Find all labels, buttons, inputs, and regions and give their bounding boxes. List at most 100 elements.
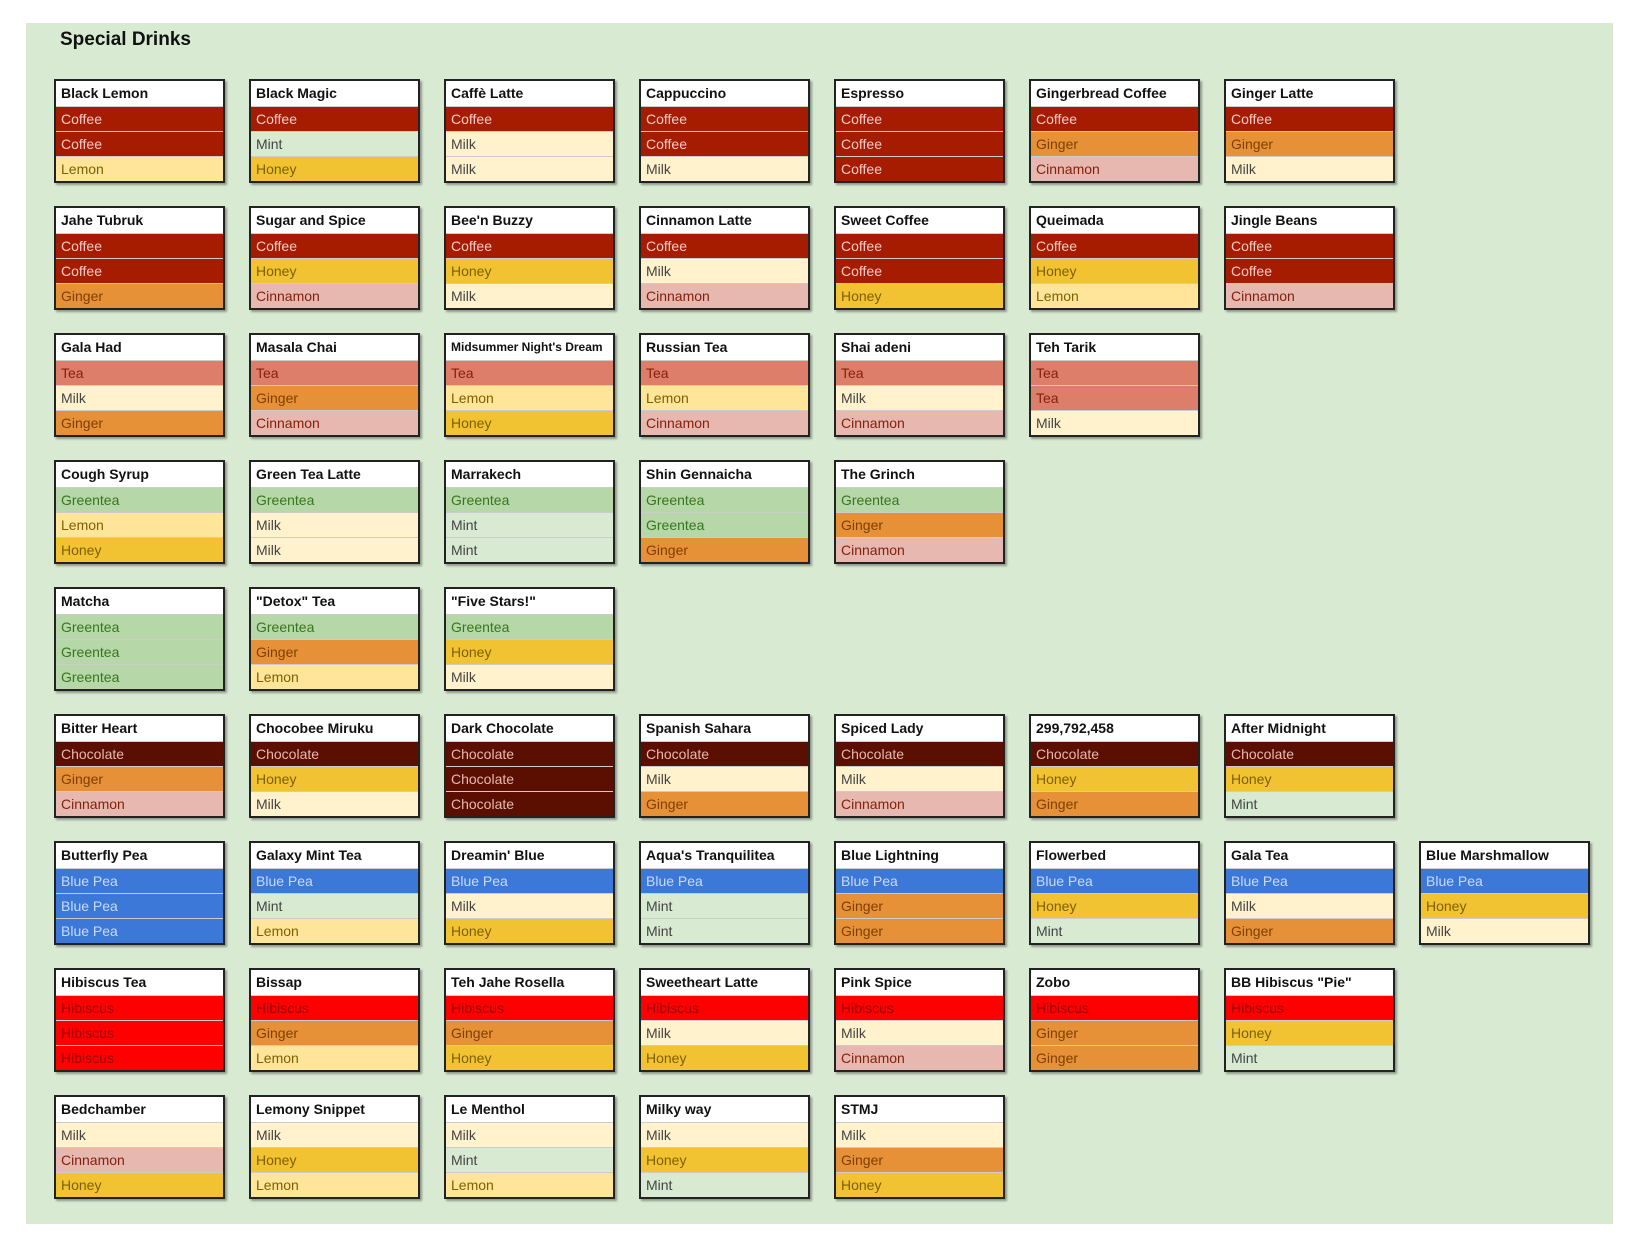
drink-card: Bedchamber Milk Cinnamon Honey [54,1095,225,1199]
drink-name: Hibiscus Tea [61,974,147,990]
ingredient: Honey [641,1147,808,1172]
drink-card: Butterfly Pea Blue Pea Blue Pea Blue Pea [54,841,225,945]
drink-card: Hibiscus Tea Hibiscus Hibiscus Hibiscus [54,968,225,1072]
ingredient: Milk [446,1122,613,1147]
ingredient: Greentea [251,487,418,512]
drink-name: Pink Spice [841,974,912,990]
drink-card: STMJ Milk Ginger Honey [834,1095,1005,1199]
drink-card: Ginger Latte Coffee Ginger Milk [1224,79,1395,183]
ingredient: Milk [1421,918,1588,943]
drink-card: Dreamin' Blue Blue Pea Milk Honey [444,841,615,945]
drink-name: Galaxy Mint Tea [256,847,362,863]
ingredient: Ginger [836,512,1003,537]
ingredient: Milk [836,385,1003,410]
ingredient: Chocolate [446,741,613,766]
ingredient: Cinnamon [251,410,418,435]
ingredient: Coffee [56,233,223,258]
ingredient: Mint [1031,918,1198,943]
ingredient: Mint [251,893,418,918]
ingredient: Honey [1226,766,1393,791]
ingredient: Honey [446,410,613,435]
ingredient: Coffee [251,233,418,258]
drink-card: Gala Had Tea Milk Ginger [54,333,225,437]
drink-name: Aqua's Tranquilitea [646,847,775,863]
drink-name: Gala Had [61,339,122,355]
ingredient: Coffee [836,131,1003,156]
ingredient: Honey [446,639,613,664]
ingredient: Chocolate [446,791,613,816]
ingredient: Cinnamon [836,537,1003,562]
ingredient: Mint [1226,1045,1393,1070]
drink-name: Sweet Coffee [841,212,929,228]
drink-name: Green Tea Latte [256,466,361,482]
ingredient: Honey [836,283,1003,308]
drink-card: Cough Syrup Greentea Lemon Honey [54,460,225,564]
ingredient: Blue Pea [446,868,613,893]
ingredient: Hibiscus [56,1020,223,1045]
ingredient: Greentea [56,614,223,639]
ingredient: Ginger [836,918,1003,943]
ingredient: Tea [1031,360,1198,385]
drink-name: Flowerbed [1036,847,1107,863]
ingredient: Honey [446,1045,613,1070]
drink-card: "Detox" Tea Greentea Ginger Lemon [249,587,420,691]
ingredient: Ginger [1031,1045,1198,1070]
drink-name: Cappuccino [646,85,727,101]
ingredient: Chocolate [1031,741,1198,766]
ingredient: Mint [641,918,808,943]
ingredient: Coffee [56,131,223,156]
ingredient: Cinnamon [836,791,1003,816]
drink-card: Bee'n Buzzy Coffee Honey Milk [444,206,615,310]
ingredient: Ginger [641,537,808,562]
ingredient: Coffee [836,233,1003,258]
ingredient: Blue Pea [836,868,1003,893]
ingredient: Blue Pea [641,868,808,893]
ingredient: Honey [1226,1020,1393,1045]
ingredient: Ginger [56,766,223,791]
drink-card: Black Lemon Coffee Coffee Lemon [54,79,225,183]
ingredient: Cinnamon [641,410,808,435]
ingredient: Ginger [251,385,418,410]
panel: Special Drinks Black Lemon Coffee Coffee Le… [26,23,1613,1224]
drink-name: Dreamin' Blue [451,847,545,863]
ingredient: Ginger [1031,1020,1198,1045]
ingredient: Greentea [56,664,223,689]
ingredient: Ginger [56,410,223,435]
ingredient: Milk [251,537,418,562]
ingredient: Coffee [641,131,808,156]
ingredient: Lemon [1031,283,1198,308]
ingredient: Milk [641,1020,808,1045]
drink-name: Sugar and Spice [256,212,366,228]
ingredient: Ginger [1226,131,1393,156]
drink-card: Caffè Latte Coffee Milk Milk [444,79,615,183]
drink-name: STMJ [841,1101,879,1117]
drink-card: Le Menthol Milk Mint Lemon [444,1095,615,1199]
drink-name: Sweetheart Latte [646,974,759,990]
ingredient: Tea [446,360,613,385]
ingredient: Milk [641,1122,808,1147]
drink-name: Cinnamon Latte [646,212,752,228]
drink-card: Sugar and Spice Coffee Honey Cinnamon [249,206,420,310]
drink-name: Dark Chocolate [451,720,554,736]
ingredient: Mint [641,893,808,918]
drink-card: Green Tea Latte Greentea Milk Milk [249,460,420,564]
drink-name: Caffè Latte [451,85,524,101]
drink-name: Queimada [1036,212,1104,228]
drink-name: Blue Marshmallow [1426,847,1549,863]
ingredient: Blue Pea [56,918,223,943]
drink-card: Teh Tarik Tea Tea Milk [1029,333,1200,437]
drink-card: Milky way Milk Honey Mint [639,1095,810,1199]
drink-card: Shai adeni Tea Milk Cinnamon [834,333,1005,437]
ingredient: Ginger [836,1147,1003,1172]
drink-card: Cinnamon Latte Coffee Milk Cinnamon [639,206,810,310]
drink-name: Bissap [256,974,302,990]
ingredient: Milk [251,791,418,816]
ingredient: Greentea [446,614,613,639]
drink-name: After Midnight [1231,720,1326,736]
page-title: Special Drinks [60,29,191,50]
drink-card: Blue Lightning Blue Pea Ginger Ginger [834,841,1005,945]
drink-name: Black Magic [256,85,337,101]
drink-name: Ginger Latte [1231,85,1314,101]
ingredient: Mint [446,512,613,537]
ingredient: Ginger [1031,791,1198,816]
